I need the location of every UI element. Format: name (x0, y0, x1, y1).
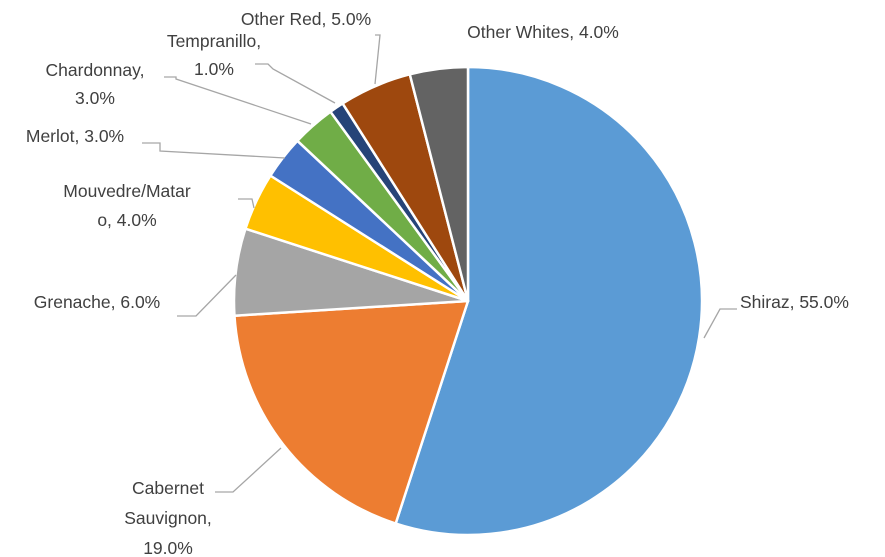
pie-slice-other-whites (408, 65, 470, 303)
data-label-mouvedre-mataro: Mouvedre/Matar o, 4.0% (63, 181, 191, 230)
leader-line-shiraz (703, 308, 737, 339)
data-label-line: Chardonnay, (46, 60, 145, 80)
data-label-line: Cabernet (132, 478, 204, 498)
data-label-line: Merlot, 3.0% (26, 126, 124, 146)
pie-slice-shiraz (394, 65, 704, 537)
data-label-line: Tempranillo, (167, 31, 261, 51)
data-label-cabernet-sauvignon: Cabernet Sauvignon, 19.0% (124, 478, 212, 557)
data-label-line: 1.0% (194, 59, 234, 79)
data-labels: Shiraz, 55.0% Cabernet Sauvignon, 19.0% Gren… (26, 9, 849, 557)
data-label-line: Other Red, 5.0% (241, 9, 371, 29)
data-label-other-whites: Other Whites, 4.0% (467, 22, 619, 42)
data-label-merlot: Merlot, 3.0% (26, 126, 124, 146)
data-label-line: o, 4.0% (97, 210, 156, 230)
data-label-line: Other Whites, 4.0% (467, 22, 619, 42)
leader-line-other-red (374, 34, 381, 85)
leader-line-chardonnay (164, 76, 312, 125)
data-label-line: Sauvignon, (124, 508, 212, 528)
data-label-chardonnay: Chardonnay, 3.0% (46, 60, 145, 108)
leader-lines (142, 34, 737, 493)
data-label-line: 19.0% (143, 538, 193, 557)
data-label-tempranillo: Tempranillo, 1.0% (167, 31, 261, 79)
data-label-line: Grenache, 6.0% (34, 292, 160, 312)
data-label-line: Mouvedre/Matar (63, 181, 191, 201)
leader-line-grenache (177, 274, 237, 317)
pie-slices (232, 65, 704, 537)
leader-line-mouvedre-mataro (238, 198, 255, 209)
data-label-shiraz: Shiraz, 55.0% (740, 292, 849, 312)
pie-slice-cabernet-sauvignon (233, 299, 470, 525)
data-label-line: Shiraz, 55.0% (740, 292, 849, 312)
leader-line-cabernet-sauvignon (215, 447, 282, 493)
data-label-line: 3.0% (75, 88, 115, 108)
leader-line-merlot (142, 142, 286, 159)
data-label-other-red: Other Red, 5.0% (241, 9, 371, 29)
data-label-grenache: Grenache, 6.0% (34, 292, 160, 312)
leader-line-tempranillo (255, 63, 336, 104)
